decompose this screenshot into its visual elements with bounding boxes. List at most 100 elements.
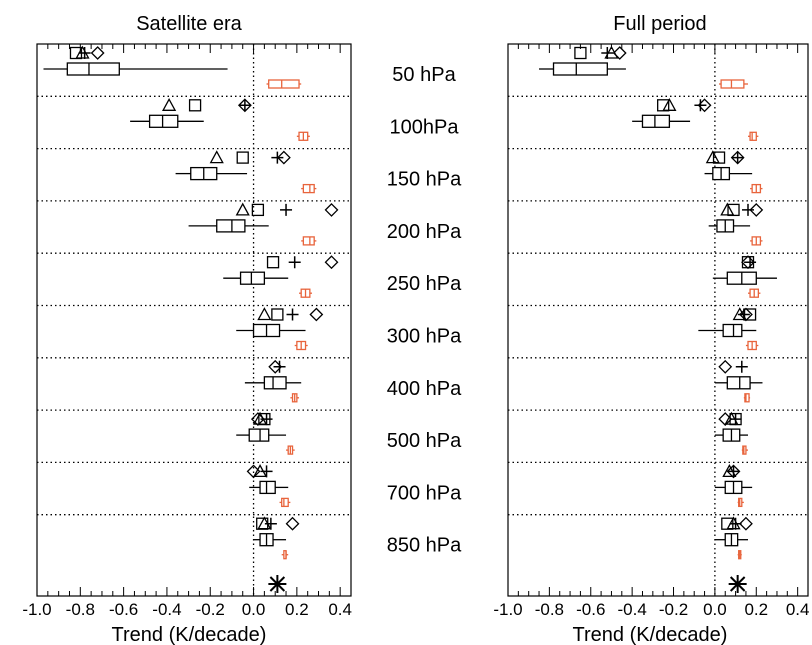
plus-marker [260, 465, 273, 478]
x-tick-label: -0.2 [196, 600, 225, 619]
box-black [244, 376, 302, 390]
box-black [632, 114, 691, 128]
plus-marker [731, 151, 744, 164]
box-iqr [720, 79, 745, 89]
box-iqr [268, 79, 300, 89]
x-tick-label: 0.2 [285, 600, 309, 619]
plus-marker [742, 203, 754, 216]
diamond-marker [612, 46, 627, 60]
box-black [253, 533, 287, 547]
square-marker [188, 99, 202, 112]
level-label: 150 hPa [387, 169, 462, 191]
box-iqr [552, 62, 608, 76]
asterisk-marker [728, 575, 747, 593]
box-orange [301, 236, 317, 246]
box-orange [301, 183, 317, 194]
box-iqr [248, 428, 270, 442]
diamond-marker [718, 412, 733, 427]
box-iqr [259, 480, 276, 495]
triangle-marker [209, 150, 224, 164]
plus-marker [694, 99, 707, 112]
box-black [712, 271, 777, 285]
plus-marker [273, 360, 286, 373]
diamond-marker [237, 98, 252, 113]
square-marker [251, 203, 265, 217]
box-iqr [216, 219, 246, 233]
diamond-marker [749, 202, 764, 217]
diamond-marker [324, 202, 339, 217]
box-orange [748, 288, 761, 298]
left-panel-title: Satellite era [136, 13, 242, 35]
level-label: 700 hPa [387, 482, 462, 504]
box-orange [741, 445, 748, 455]
left-x-axis-label: Trend (K/decade) [112, 624, 267, 645]
plot-frame [36, 43, 352, 597]
box-black [539, 62, 626, 76]
box-orange [743, 393, 751, 403]
level-label: 850 hPa [387, 535, 462, 557]
x-tick-label: -0.4 [152, 600, 181, 619]
diamond-marker [741, 255, 755, 270]
box-orange [737, 497, 744, 508]
diamond-marker [250, 412, 265, 427]
level-label: 500 hPa [387, 430, 462, 452]
box-black [43, 62, 228, 76]
x-tick-label: 0.2 [744, 600, 768, 619]
box-iqr [302, 236, 315, 246]
x-tick-label: -1.0 [22, 600, 51, 619]
diamond-marker [718, 359, 733, 374]
plus-marker [727, 465, 740, 478]
diamond-marker [739, 516, 753, 531]
right-x-axis-label: Trend (K/decade) [573, 624, 728, 645]
plus-marker [260, 413, 273, 426]
box-black [236, 428, 287, 442]
level-label: 400 hPa [387, 378, 462, 400]
level-label: 300 hPa [387, 326, 462, 348]
triangle-marker [257, 307, 272, 321]
box-orange [294, 340, 308, 351]
diamond-marker [730, 150, 745, 165]
pressure-level-labels: 50 hPa 100hPa 150 hPa 200 hPa 250 hPa 300 hPa… [387, 64, 462, 557]
box-orange [719, 79, 748, 89]
box-black [714, 533, 748, 547]
x-tick-label: 0.4 [786, 600, 810, 619]
triangle-marker [705, 150, 720, 164]
diamond-marker [309, 307, 324, 322]
box-iqr [302, 183, 315, 194]
box-black [188, 219, 269, 233]
x-tick-label: -0.4 [617, 600, 646, 619]
square-marker [236, 151, 249, 164]
box-iqr [263, 376, 287, 390]
x-tick-label: -1.0 [493, 600, 522, 619]
diamond-marker [324, 255, 339, 270]
box-orange [281, 550, 289, 560]
box-orange [750, 183, 763, 194]
level-label: 250 hPa [387, 273, 462, 295]
square-marker [727, 203, 740, 217]
plus-marker [601, 47, 614, 59]
level-label: 200 hPa [387, 221, 462, 243]
box-iqr [148, 114, 179, 128]
x-tick-label: 0.0 [242, 600, 266, 619]
square-marker [266, 256, 280, 269]
x-tick-label: -0.6 [576, 600, 605, 619]
triangle-marker [162, 97, 177, 111]
box-orange [748, 131, 759, 141]
box-iqr [722, 323, 743, 338]
box-orange [750, 236, 763, 246]
box-black [698, 323, 757, 338]
box-iqr [744, 393, 750, 403]
plus-marker [280, 203, 293, 216]
x-tick-label: -0.2 [659, 600, 688, 619]
right-panel-title: Full period [613, 13, 706, 35]
x-tick-label: -0.6 [109, 600, 138, 619]
x-tick-label: 0.4 [328, 600, 352, 619]
box-orange [286, 445, 295, 455]
box-black [249, 480, 289, 495]
triangle-marker [235, 202, 250, 216]
x-tick-label: -0.8 [66, 600, 95, 619]
diamond-marker [246, 464, 261, 479]
diamond-marker [739, 307, 753, 322]
box-orange [296, 131, 310, 141]
triangle-marker [662, 97, 677, 111]
